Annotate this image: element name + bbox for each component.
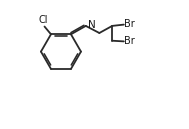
Text: Br: Br	[125, 36, 135, 46]
Text: N: N	[88, 20, 95, 30]
Text: Cl: Cl	[39, 15, 48, 25]
Text: Br: Br	[125, 19, 135, 29]
